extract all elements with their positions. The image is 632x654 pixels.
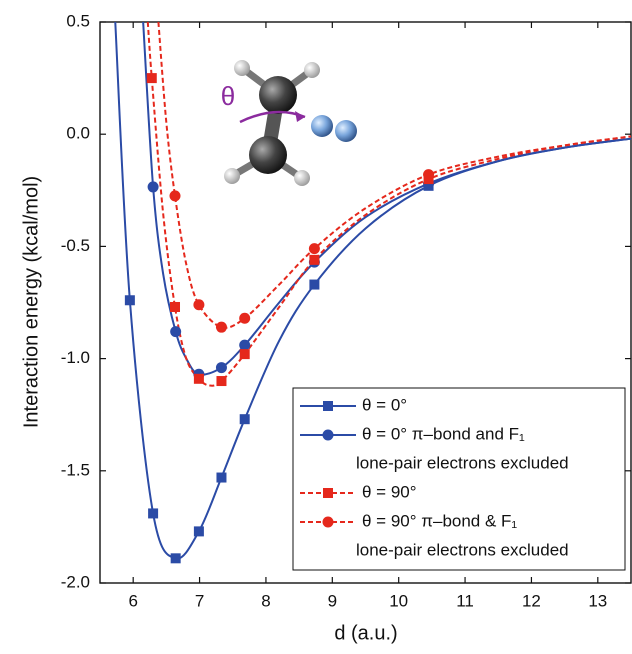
legend-marker <box>323 401 333 411</box>
marker <box>215 362 227 374</box>
x-tick-label: 6 <box>128 591 137 610</box>
curve <box>146 22 632 387</box>
marker <box>124 295 135 306</box>
legend-label: θ = 0° <box>362 395 407 414</box>
legend-label: θ = 90° π–bond & F₁ <box>362 511 517 530</box>
x-tick-label: 8 <box>261 591 270 610</box>
y-tick-label: -2.0 <box>61 572 90 591</box>
theta-annotation: θ <box>221 81 235 111</box>
marker <box>216 472 227 483</box>
y-axis-label: Interaction energy (kcal/mol) <box>20 176 42 428</box>
legend-box <box>292 387 626 571</box>
legend-marker <box>323 488 333 498</box>
legend-label: θ = 0° π–bond and F₁ <box>362 424 525 443</box>
marker <box>239 312 251 324</box>
marker <box>308 243 320 255</box>
marker <box>216 376 227 387</box>
marker <box>239 414 250 425</box>
marker <box>170 326 182 338</box>
marker <box>193 299 205 311</box>
marker <box>146 73 157 84</box>
marker <box>170 553 181 564</box>
marker <box>423 169 435 181</box>
marker <box>309 279 320 290</box>
marker <box>170 301 181 312</box>
marker <box>239 339 251 351</box>
legend-marker <box>322 516 334 528</box>
y-tick-label: -1.5 <box>61 460 90 479</box>
plot-frame <box>99 21 632 584</box>
x-axis-label: d (a.u.) <box>334 622 397 644</box>
y-tick-label: 0.0 <box>66 124 90 143</box>
legend-marker <box>322 429 334 441</box>
y-tick-label: 0.5 <box>66 11 90 30</box>
marker <box>215 321 227 333</box>
marker <box>169 190 181 202</box>
curve <box>157 22 632 329</box>
x-tick-label: 12 <box>522 591 541 610</box>
legend-label: θ = 90° <box>362 482 417 501</box>
marker <box>193 373 204 384</box>
y-tick-label: -0.5 <box>61 236 90 255</box>
x-tick-label: 9 <box>328 591 337 610</box>
legend-note: lone-pair electrons excluded <box>356 540 569 559</box>
marker <box>148 508 159 519</box>
curve <box>142 22 632 376</box>
marker <box>239 349 250 360</box>
marker <box>193 526 204 537</box>
x-tick-label: 7 <box>195 591 204 610</box>
legend-note: lone-pair electrons excluded <box>356 453 569 472</box>
y-tick-label: -1.0 <box>61 348 90 367</box>
molecule-illustration <box>224 60 357 186</box>
x-tick-label: 10 <box>389 591 408 610</box>
x-tick-label: 13 <box>588 591 607 610</box>
x-tick-label: 11 <box>456 591 474 610</box>
plot-area <box>114 22 632 564</box>
marker <box>147 181 159 193</box>
marker <box>309 254 320 265</box>
